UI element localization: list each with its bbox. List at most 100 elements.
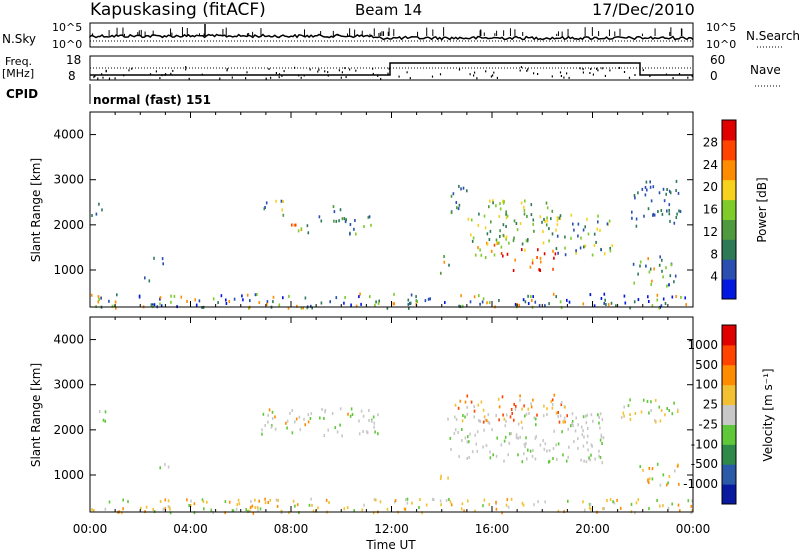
range-gate-cell [317,506,319,510]
range-gate-cell [306,224,309,228]
range-gate-cell [690,511,693,515]
range-gate-cell [270,425,273,429]
range-gate-cell [249,299,251,303]
nave-dot [533,72,535,75]
range-gate-cell [461,428,463,431]
range-gate-cell [122,507,124,511]
range-gate-cell [249,509,251,513]
range-gate-cell [587,232,590,236]
range-gate-cell [639,465,641,469]
range-gate-cell [505,419,507,423]
range-gate-cell [546,413,548,416]
range-gate-cell [220,294,223,298]
range-gate-cell [455,418,458,422]
range-gate-cell [210,508,213,512]
range-gate-cell [189,504,192,508]
nave-dot [691,75,693,78]
range-gate-cell [516,228,519,232]
range-gate-cell [473,409,476,413]
range-gate-cell [368,215,371,219]
range-gate-cell [333,210,336,214]
range-gate-cell [296,304,298,308]
range-gate-cell [272,295,275,299]
range-gate-cell [677,408,679,412]
range-gate-cell [565,459,568,463]
range-gate-cell [466,456,468,460]
range-gate-cell [599,228,601,232]
range-gate-cell [504,435,507,439]
range-gate-cell [468,455,470,459]
range-gate-cell [534,457,537,461]
range-gate-cell [603,507,605,511]
range-gate-cell [180,295,183,299]
range-gate-cell [336,430,339,434]
range-gate-cell [254,506,257,510]
range-gate-cell [327,428,329,432]
range-gate-cell [528,412,530,415]
nave-dot [97,77,99,80]
range-gate-cell [648,411,650,415]
range-gate-cell [523,452,525,456]
range-gate-cell [523,443,526,446]
range-gate-cell [225,298,227,302]
range-gate-cell [363,503,365,507]
range-gate-cell [448,498,450,501]
range-gate-cell [231,509,234,512]
range-gate-cell [517,422,520,426]
range-gate-cell [637,298,640,301]
range-gate-cell [344,296,346,299]
nave-dot [560,75,562,77]
range-gate-cell [675,189,677,192]
range-gate-cell [615,304,617,308]
range-gate-cell [543,217,545,221]
range-gate-cell [599,412,602,416]
nave-dot [493,71,495,74]
range-gate-cell [597,214,599,218]
range-gate-cell [555,443,557,447]
nave-dot [318,68,320,71]
range-gate-cell [466,405,468,409]
range-gate-cell [671,502,673,506]
range-gate-cell [304,423,306,427]
nave-dot [294,66,296,69]
range-gate-cell [577,234,579,238]
nave-dot [431,75,434,78]
colorbar-tick-label: -500 [691,457,718,471]
x-tick-label: 00:00 [73,522,108,536]
range-gate-cell [491,428,493,432]
range-gate-cell [523,208,526,212]
nave-dot [188,77,190,80]
range-gate-cell [658,405,661,409]
range-gate-cell [488,503,491,506]
range-gate-cell [647,257,649,261]
nave-dot [604,74,606,77]
range-gate-cell [275,199,277,203]
nave-dot [490,75,492,78]
range-gate-cell [557,442,560,446]
range-gate-cell [450,194,453,198]
range-gate-cell [634,196,636,200]
range-gate-cell [378,299,380,303]
range-gate-cell [690,504,693,508]
range-gate-cell [470,400,473,404]
colorbar-tick-label: -100 [691,437,718,451]
range-gate-cell [533,229,535,233]
nave-dot [283,70,285,73]
range-gate-cell [675,295,677,298]
date-title: 17/Dec/2010 [592,0,695,19]
range-gate-cell [114,300,117,304]
range-gate-cell [257,509,259,513]
range-gate-cell [589,458,591,462]
range-gate-cell [167,499,170,503]
range-gate-cell [152,507,154,511]
range-gate-cell [144,276,146,280]
nave-dot [164,73,166,76]
range-gate-cell [338,219,340,223]
range-gate-cell [511,412,513,415]
range-gate-cell [483,498,486,502]
range-gate-cell [584,225,586,229]
range-gate-cell [190,499,192,503]
range-gate-cell [583,435,585,439]
range-gate-cell [544,219,546,223]
range-gate-cell [349,223,352,226]
